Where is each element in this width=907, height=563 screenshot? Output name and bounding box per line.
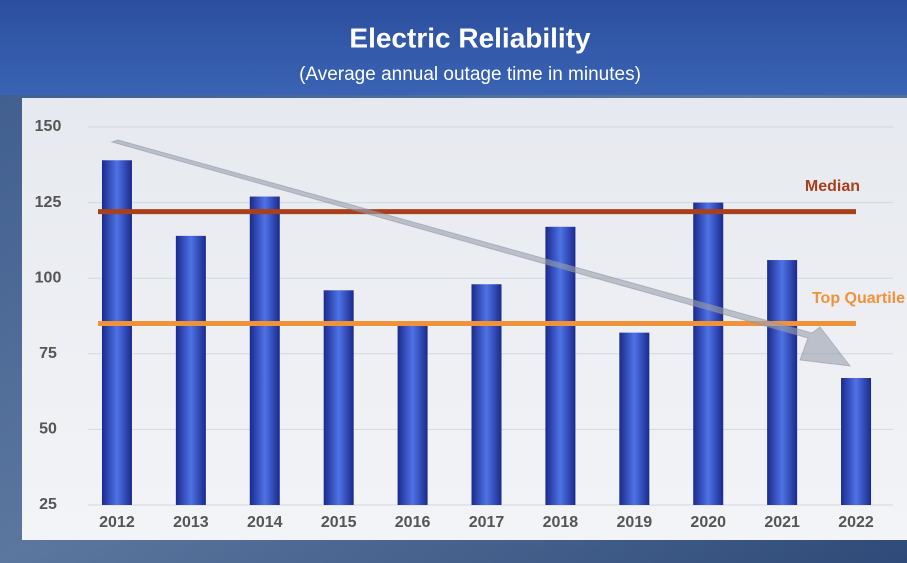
- x-tick-label: 2013: [173, 514, 209, 531]
- chart-title: Electric Reliability: [349, 22, 591, 53]
- bar: [841, 378, 871, 505]
- reference-label: Top Quartile: [812, 290, 905, 307]
- x-tick-label: 2021: [764, 514, 800, 531]
- x-tick-label: 2018: [543, 514, 579, 531]
- x-tick-label: 2017: [469, 514, 505, 531]
- y-tick-label: 75: [39, 345, 57, 362]
- x-tick-label: 2012: [99, 514, 135, 531]
- bar: [472, 284, 502, 505]
- bar: [693, 203, 723, 505]
- x-tick-label: 2020: [690, 514, 726, 531]
- y-tick-label: 25: [39, 496, 57, 513]
- chart: Electric Reliability (Average annual out…: [0, 0, 907, 563]
- y-tick-label: 50: [39, 421, 57, 438]
- bar: [250, 197, 280, 505]
- x-tick-label: 2015: [321, 514, 357, 531]
- x-tick-label: 2019: [617, 514, 653, 531]
- page: Electric Reliability (Average annual out…: [0, 0, 907, 563]
- reference-label: Median: [805, 178, 860, 195]
- bar: [619, 333, 649, 505]
- y-tick-label: 150: [35, 118, 62, 135]
- x-tick-label: 2016: [395, 514, 431, 531]
- bar: [176, 236, 206, 505]
- bar: [398, 324, 428, 505]
- x-tick-label: 2022: [838, 514, 874, 531]
- y-tick-label: 125: [35, 194, 62, 211]
- x-tick-label: 2014: [247, 514, 283, 531]
- chart-subtitle: (Average annual outage time in minutes): [299, 64, 641, 85]
- y-tick-label: 100: [35, 269, 62, 286]
- bar: [767, 260, 797, 505]
